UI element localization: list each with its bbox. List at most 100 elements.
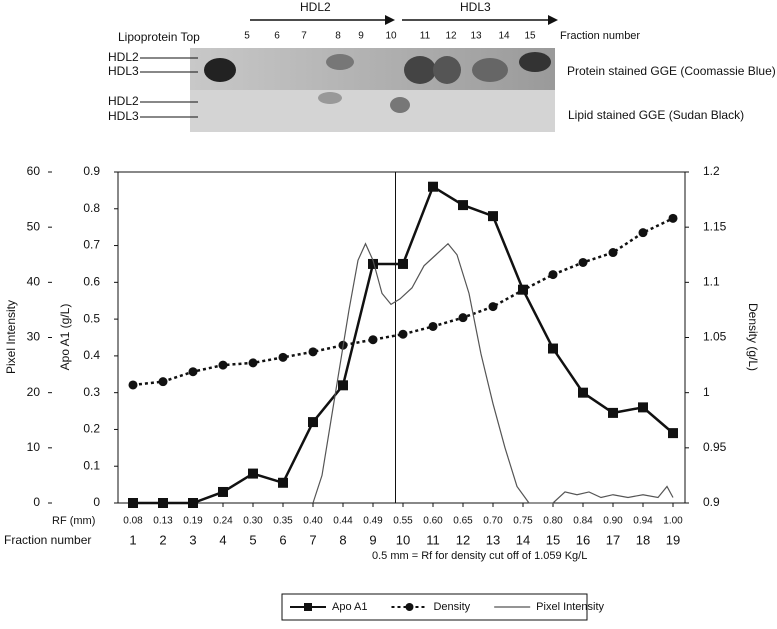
gel-fraction: 9 (358, 31, 364, 42)
gel-label: HDL3 (460, 0, 491, 14)
y-tick-label: 60 (27, 164, 41, 178)
series-line (132, 217, 674, 387)
annotation: 0.5 mm = Rf for density cut off of 1.059… (372, 550, 587, 562)
y3-tick-label: 1.1 (703, 275, 720, 289)
marker (638, 402, 648, 413)
marker (218, 360, 228, 370)
gel-fraction: 10 (385, 31, 397, 42)
marker (488, 302, 498, 312)
y-tick-label: 10 (27, 440, 41, 454)
y-tick-label: 0 (33, 495, 40, 509)
x-tick-label: 7 (309, 532, 316, 547)
x-tick-label: 3 (189, 532, 196, 547)
marker (128, 380, 138, 390)
x-tick-label: 15 (546, 532, 560, 547)
y2-tick-label: 0.4 (83, 348, 100, 362)
x-tick-label: 10 (396, 532, 410, 547)
gel-fraction: 7 (301, 31, 307, 42)
rf-label: 0.80 (543, 516, 563, 527)
marker (548, 343, 558, 354)
legend (281, 593, 588, 621)
x-tick-label: 5 (249, 532, 256, 547)
marker (668, 428, 678, 439)
legend-label: Apo A1 (332, 601, 367, 613)
gel-label: HDL3 (108, 109, 139, 123)
gel-label: HDL2 (108, 50, 139, 64)
y3-tick-label: 1.05 (703, 330, 727, 344)
y3-tick-label: 1.15 (703, 219, 727, 233)
rf-label: 0.08 (123, 516, 143, 527)
legend-label: Density (433, 601, 470, 613)
x-tick-label: 18 (636, 532, 650, 547)
x-tick-label: 14 (516, 532, 530, 547)
axis-title: Fraction number (4, 533, 91, 547)
gel-fraction: 11 (420, 31, 431, 42)
marker (398, 258, 408, 269)
y2-tick-label: 0.6 (83, 275, 100, 289)
marker (308, 347, 318, 357)
marker (248, 468, 258, 479)
gel-fraction: 8 (335, 31, 341, 42)
gel-fraction: 14 (498, 31, 510, 42)
legend-marker (405, 603, 414, 611)
rf-label: 0.90 (603, 516, 623, 527)
gel: HDL2 HDL3 Lipoprotein Top Fraction numbe… (108, 0, 776, 132)
rf-label: 0.55 (393, 516, 413, 527)
gel-fraction: 12 (445, 31, 457, 42)
rf-label: 1.00 (663, 516, 683, 527)
marker (218, 486, 228, 497)
series-line (133, 184, 674, 505)
rf-label: 0.94 (633, 516, 653, 527)
marker (578, 257, 588, 267)
rf-label: 0.30 (243, 516, 263, 527)
rf-label: 0.19 (183, 516, 203, 527)
x-tick-label: 16 (576, 532, 590, 547)
gel-fraction: 6 (274, 31, 280, 42)
x-tick-label: 9 (369, 532, 376, 547)
rf-label: 0.70 (483, 516, 503, 527)
y3-tick-label: 0.95 (703, 440, 727, 454)
rf-label: 0.65 (453, 516, 473, 527)
marker (368, 335, 378, 345)
marker (458, 313, 468, 323)
rf-label: 0.44 (333, 516, 353, 527)
y2-tick-label: 0.2 (83, 422, 100, 436)
rf-label: 0.40 (303, 516, 323, 527)
y-tick-label: 20 (27, 385, 41, 399)
marker (248, 358, 258, 368)
marker (638, 228, 648, 238)
marker (428, 181, 438, 192)
marker (188, 367, 198, 377)
gel-label: Lipid stained GGE (Sudan Black) (568, 108, 744, 122)
marker (278, 477, 288, 488)
marker (458, 200, 468, 211)
x-tick-label: 19 (666, 532, 680, 547)
y2-tick-label: 0.5 (83, 311, 100, 325)
x-tick-label: 6 (279, 532, 286, 547)
gel-label: Protein stained GGE (Coomassie Blue) (567, 64, 776, 78)
marker (338, 380, 348, 391)
axis-title: Pixel Intensity (4, 300, 18, 374)
gel-label: Lipoprotein Top (118, 30, 200, 44)
y3-tick-label: 0.9 (703, 495, 720, 509)
gel-label: HDL2 (300, 0, 331, 14)
y2-tick-label: 0.1 (83, 458, 100, 472)
gel-fraction: 5 (244, 31, 250, 42)
marker (548, 270, 558, 280)
marker (158, 498, 168, 508)
y2-tick-label: 0.3 (83, 385, 100, 399)
y-tick-label: 30 (27, 330, 41, 344)
marker (488, 211, 498, 222)
gel-fraction: 13 (470, 31, 482, 42)
marker (518, 285, 528, 295)
rf-label: 0.13 (153, 516, 173, 527)
x-tick-label: 4 (219, 532, 226, 547)
y2-tick-label: 0.8 (83, 201, 100, 215)
marker (398, 329, 408, 339)
marker (368, 258, 378, 269)
y-tick-label: 50 (27, 219, 41, 233)
y-tick-label: 40 (27, 275, 41, 289)
marker (608, 407, 618, 418)
axis-title: Density (g/L) (746, 303, 760, 371)
marker (608, 248, 618, 258)
